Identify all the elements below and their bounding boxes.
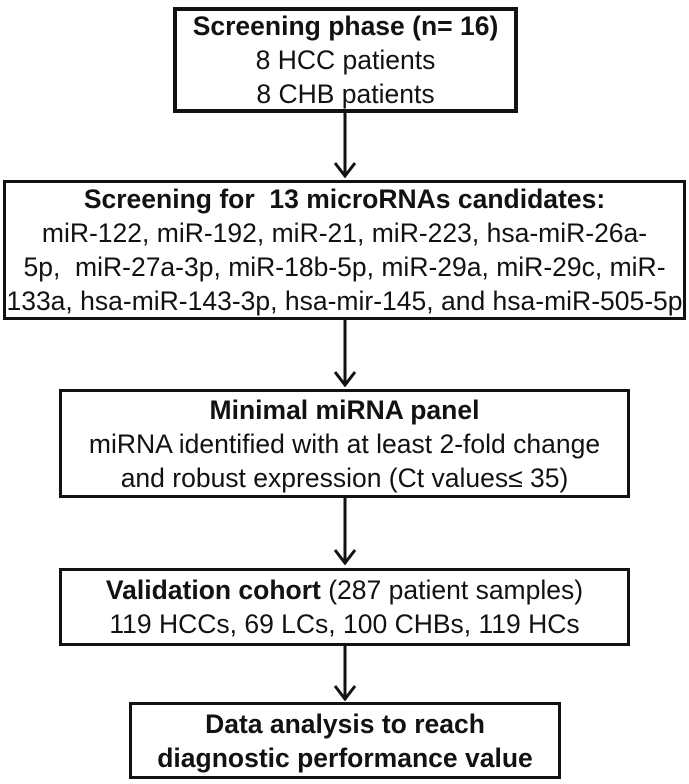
- box-validation-cohort-title-bold: Validation cohort: [105, 575, 321, 605]
- box-screening-candidates-line: 5p, miR-27a-3p, miR-18b-5p, miR-29a, miR…: [23, 252, 666, 282]
- box-screening-candidates-title: Screening for 13 microRNAs candidates:: [83, 184, 606, 214]
- box-validation-cohort-line: 119 HCCs, 69 LCs, 100 CHBs, 119 HCs: [109, 609, 580, 639]
- box-minimal-mirna-panel-line: and robust expression (Ct values≤ 35): [120, 462, 569, 493]
- box-screening-phase-line: 8 HCC patients: [255, 45, 436, 75]
- box-screening-candidates: Screening for 13 microRNAs candidates: m…: [3, 180, 686, 320]
- box-screening-phase-line: 8 CHB patients: [256, 79, 435, 109]
- box-validation-cohort-title: Validation cohort (287 patient samples): [106, 573, 583, 607]
- box-validation-cohort: Validation cohort (287 patient samples) …: [59, 568, 630, 646]
- box-screening-phase: Screening phase (n= 16) 8 HCC patients 8…: [173, 7, 518, 113]
- box-screening-phase-title: Screening phase (n= 16): [192, 11, 499, 41]
- box-screening-candidates-line: miR-122, miR-192, miR-21, miR-223, hsa-m…: [41, 218, 648, 248]
- box-validation-cohort-title-rest: (287 patient samples): [320, 575, 584, 605]
- box-data-analysis-line: Data analysis to reach: [205, 708, 485, 739]
- box-data-analysis-line: diagnostic performance value: [157, 742, 533, 773]
- box-minimal-mirna-panel: Minimal miRNA panel miRNA identified wit…: [59, 389, 630, 498]
- down-arrow-icon: [330, 646, 360, 701]
- box-minimal-mirna-panel-title: Minimal miRNA panel: [209, 394, 480, 425]
- down-arrow-icon: [330, 113, 360, 178]
- down-arrow-icon: [330, 498, 360, 565]
- box-screening-candidates-line: 133a, hsa-miR-143-3p, hsa-mir-145, and h…: [6, 286, 683, 316]
- box-minimal-mirna-panel-line: miRNA identified with at least 2-fold ch…: [88, 428, 601, 459]
- box-data-analysis: Data analysis to reach diagnostic perfor…: [129, 702, 561, 779]
- down-arrow-icon: [330, 320, 360, 387]
